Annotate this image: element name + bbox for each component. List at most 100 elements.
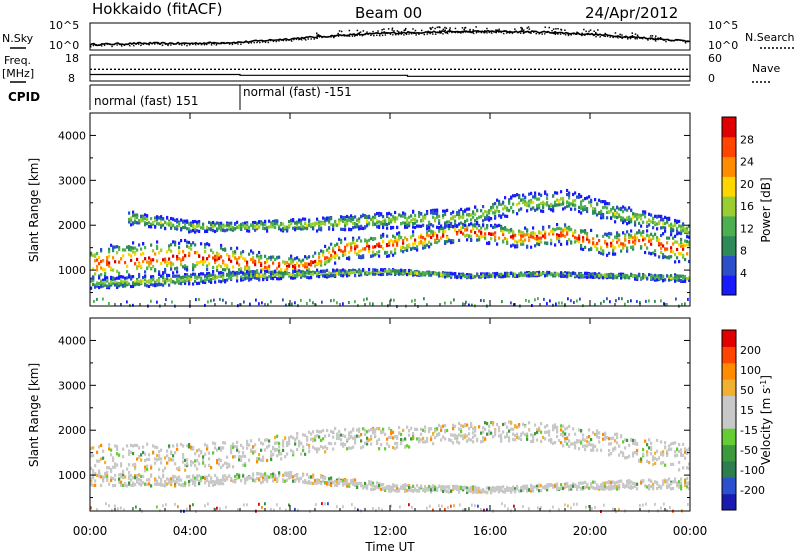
echo-cell <box>218 226 221 230</box>
echo-cell <box>176 227 179 231</box>
echo-cell <box>306 442 309 447</box>
echo-cell <box>138 272 141 277</box>
echo-cell <box>416 437 419 441</box>
echo-cell <box>138 446 141 450</box>
echo-cell <box>354 270 357 274</box>
echo-cell <box>318 227 321 231</box>
echo-cell <box>258 257 261 261</box>
echo-cell <box>152 258 155 262</box>
echo-cell <box>546 241 549 245</box>
echo-cell <box>622 209 625 214</box>
n-sky-spike <box>421 29 423 32</box>
echo-cell <box>648 273 651 277</box>
echo-cell <box>134 220 137 225</box>
echo-cell <box>578 193 581 197</box>
echo-cell <box>140 219 143 223</box>
n-sky-spike <box>604 32 606 35</box>
echo-cell <box>280 228 283 232</box>
echo-cell <box>160 217 163 221</box>
echo-cell <box>346 214 349 219</box>
echo-cell <box>200 272 203 276</box>
echo-cell <box>260 261 263 266</box>
echo-cell <box>182 482 185 486</box>
echo-cell <box>306 435 309 440</box>
clutter-cell <box>210 299 212 303</box>
echo-cell <box>520 207 523 211</box>
echo-cell <box>394 446 397 451</box>
echo-cell <box>530 200 533 204</box>
echo-cell <box>582 438 585 442</box>
echo-cell <box>140 458 143 462</box>
echo-cell <box>580 194 583 198</box>
echo-cell <box>258 277 261 281</box>
echo-cell <box>446 428 449 433</box>
echo-cell <box>162 272 165 276</box>
echo-cell <box>156 458 159 462</box>
echo-cell <box>652 455 655 459</box>
echo-cell <box>470 213 473 217</box>
echo-cell <box>320 259 323 263</box>
echo-cell <box>474 231 477 235</box>
echo-cell <box>270 455 273 459</box>
echo-cell <box>376 225 379 229</box>
echo-cell <box>506 431 509 435</box>
echo-cell <box>444 240 447 244</box>
echo-cell <box>628 215 631 219</box>
echo-cell <box>134 246 137 250</box>
echo-cell <box>336 268 339 272</box>
echo-cell <box>316 447 319 451</box>
echo-cell <box>458 421 461 426</box>
echo-cell <box>518 201 521 205</box>
echo-cell <box>306 227 309 231</box>
echo-cell <box>370 437 373 441</box>
echo-cell <box>160 221 163 225</box>
echo-cell <box>638 273 641 277</box>
echo-cell <box>158 216 161 220</box>
echo-cell <box>550 229 553 233</box>
echo-cell <box>132 222 135 226</box>
echo-cell <box>214 258 217 262</box>
echo-cell <box>644 275 647 279</box>
echo-cell <box>436 427 439 431</box>
echo-cell <box>286 267 289 271</box>
echo-cell <box>388 240 391 244</box>
echo-cell <box>208 262 211 266</box>
echo-cell <box>294 442 297 446</box>
n-sky-spike <box>520 30 523 33</box>
echo-cell <box>604 232 607 236</box>
echo-cell <box>356 434 359 438</box>
echo-cell <box>156 259 159 263</box>
echo-cell <box>606 242 609 246</box>
echo-cell <box>566 437 569 441</box>
echo-cell <box>538 230 541 234</box>
echo-cell <box>386 272 389 276</box>
echo-cell <box>116 269 119 273</box>
echo-cell <box>528 192 531 196</box>
clutter-cell <box>645 299 647 303</box>
echo-cell <box>420 224 423 228</box>
clutter-cell <box>528 299 530 303</box>
echo-cell <box>138 263 141 267</box>
echo-cell <box>148 262 151 266</box>
echo-cell <box>262 455 265 459</box>
echo-cell <box>516 193 519 197</box>
echo-cell <box>372 221 375 225</box>
echo-cell <box>556 227 559 231</box>
echo-cell <box>302 433 305 437</box>
echo-cell <box>140 217 143 221</box>
echo-cell <box>164 466 167 470</box>
echo-cell <box>118 247 121 251</box>
echo-cell <box>104 460 107 465</box>
echo-cell <box>210 248 213 252</box>
echo-cell <box>406 217 409 221</box>
echo-cell <box>396 441 399 445</box>
echo-cell <box>554 228 557 232</box>
echo-cell <box>308 255 311 259</box>
echo-cell <box>200 226 203 230</box>
echo-cell <box>268 266 271 271</box>
echo-cell <box>402 428 405 432</box>
echo-cell <box>158 276 161 280</box>
clutter-cell <box>126 300 128 304</box>
echo-cell <box>184 226 187 230</box>
echo-cell <box>390 238 393 242</box>
